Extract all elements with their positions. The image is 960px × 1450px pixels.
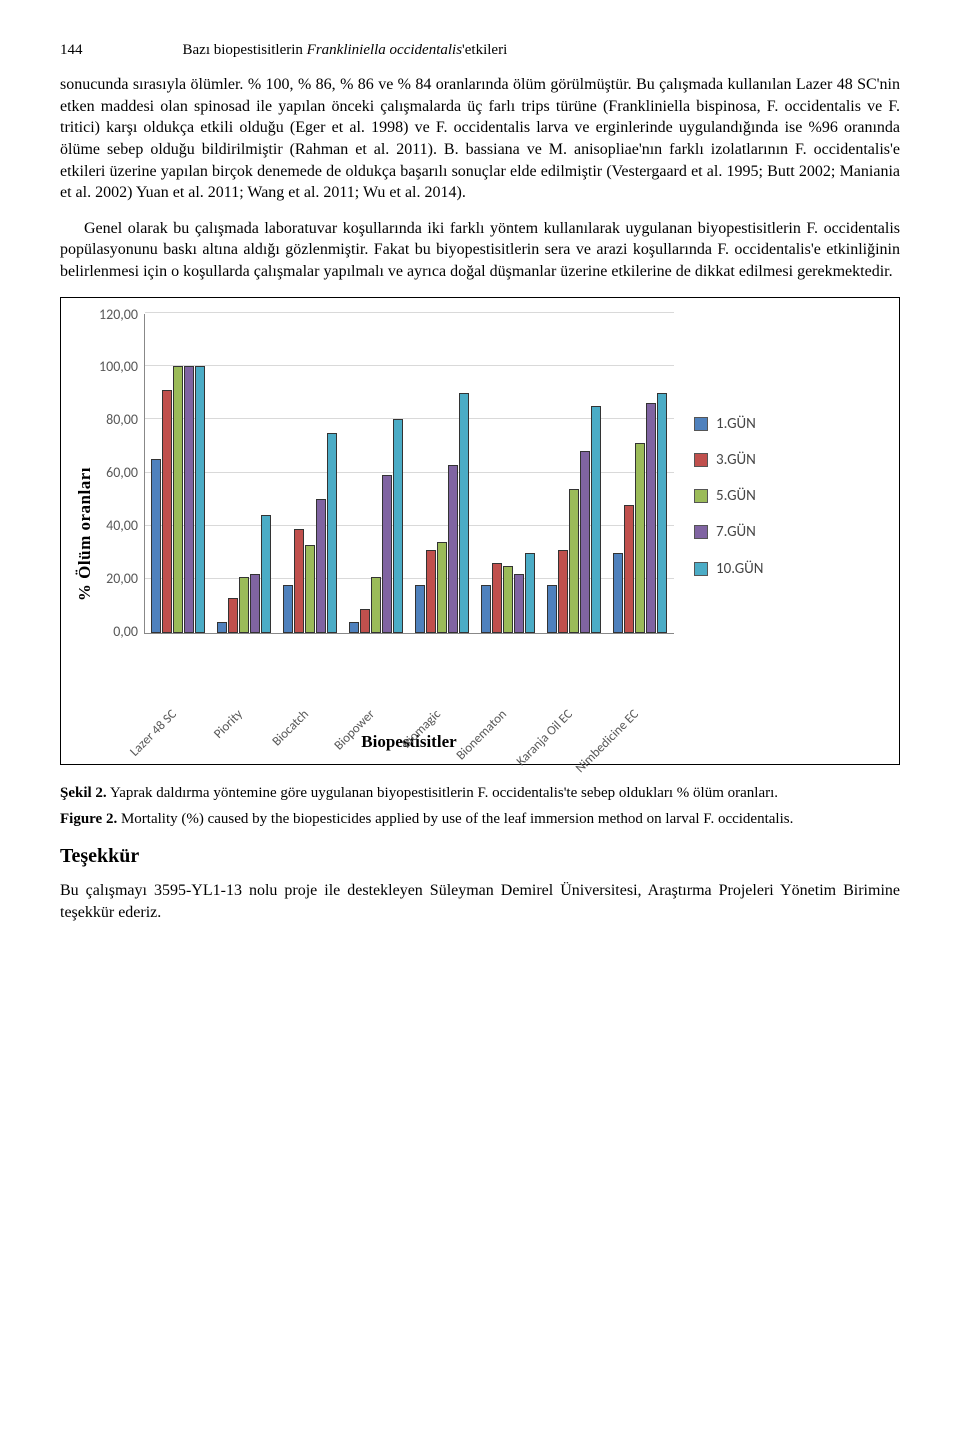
bar <box>415 585 425 633</box>
plot-column: 120,00100,0080,0060,0040,0020,000,00 Laz… <box>99 314 674 754</box>
legend-item: 10.GÜN <box>694 559 763 579</box>
x-tick-labels: Lazer 48 SCPiorityBiocatchBiopowerBiomag… <box>144 634 674 729</box>
y-tick: 0,00 <box>99 623 138 642</box>
running-title-suffix: 'etkileri <box>462 42 507 58</box>
legend-label: 1.GÜN <box>716 414 756 434</box>
legend-label: 5.GÜN <box>716 486 756 506</box>
bar <box>217 622 227 633</box>
caption-sekil: Şekil 2. Yaprak daldırma yöntemine göre … <box>60 783 900 803</box>
ack-heading: Teşekkür <box>60 843 900 870</box>
y-tick: 20,00 <box>99 570 138 589</box>
bar <box>514 574 524 633</box>
bar <box>371 577 381 633</box>
legend-item: 1.GÜN <box>694 414 763 434</box>
bars-layer <box>145 314 674 633</box>
bar-group <box>547 406 601 633</box>
bar <box>525 553 535 633</box>
bar <box>580 451 590 632</box>
bar <box>569 489 579 633</box>
caption-figure: Figure 2. Mortality (%) caused by the bi… <box>60 809 900 829</box>
bar <box>151 459 161 632</box>
bar-group <box>613 393 667 633</box>
bar <box>426 550 436 633</box>
y-axis-label: % Ölüm oranları <box>74 467 97 601</box>
bar-group <box>151 366 205 633</box>
legend-swatch <box>694 525 708 539</box>
bar <box>657 393 667 633</box>
bar <box>294 529 304 633</box>
paragraph-1: sonucunda sırasıyla ölümler. % 100, % 86… <box>60 74 900 204</box>
bar <box>239 577 249 633</box>
y-tick: 80,00 <box>99 411 138 430</box>
bar <box>492 563 502 632</box>
bar-group <box>217 515 271 632</box>
running-title-prefix: Bazı biopestisitlerin <box>183 42 307 58</box>
page-number: 144 <box>60 40 83 60</box>
bar <box>162 390 172 633</box>
running-title: Bazı biopestisitlerin Frankliniella occi… <box>183 40 508 60</box>
y-axis-label-col: % Ölüm oranları <box>71 374 99 694</box>
bar <box>624 505 634 633</box>
bar <box>184 366 194 633</box>
caption-sekil-text: Yaprak daldırma yöntemine göre uygulanan… <box>107 785 778 801</box>
bar <box>547 585 557 633</box>
caption-sekil-label: Şekil 2. <box>60 785 107 801</box>
bar <box>316 499 326 632</box>
bar <box>327 433 337 633</box>
legend-item: 5.GÜN <box>694 486 763 506</box>
legend-label: 10.GÜN <box>716 559 763 579</box>
bar <box>635 443 645 632</box>
plot-area <box>144 314 674 634</box>
bar <box>349 622 359 633</box>
legend-swatch <box>694 453 708 467</box>
running-header: 144 Bazı biopestisitlerin Frankliniella … <box>60 40 900 60</box>
bar <box>228 598 238 633</box>
legend-item: 3.GÜN <box>694 450 763 470</box>
caption-figure-text: Mortality (%) caused by the biopesticide… <box>117 811 793 827</box>
legend-label: 3.GÜN <box>716 450 756 470</box>
bar <box>382 475 392 632</box>
legend-item: 7.GÜN <box>694 522 763 542</box>
bar <box>481 585 491 633</box>
running-title-species: Frankliniella occidentalis <box>307 42 462 58</box>
bar <box>591 406 601 633</box>
y-tick: 120,00 <box>99 306 138 325</box>
bar <box>646 403 656 632</box>
bar-group <box>481 553 535 633</box>
bar <box>558 550 568 633</box>
legend-swatch <box>694 417 708 431</box>
bar <box>360 609 370 633</box>
legend-label: 7.GÜN <box>716 522 756 542</box>
legend-swatch <box>694 562 708 576</box>
bar <box>613 553 623 633</box>
bar <box>283 585 293 633</box>
bar <box>393 419 403 632</box>
chart-inner: % Ölüm oranları 120,00100,0080,0060,0040… <box>71 314 889 754</box>
bar <box>195 366 205 633</box>
bar <box>261 515 271 632</box>
paragraph-2: Genel olarak bu çalışmada laboratuvar ko… <box>60 218 900 283</box>
legend-swatch <box>694 489 708 503</box>
y-tick-labels: 120,00 100,00 80,00 60,00 40,00 20,00 0,00 <box>99 306 144 642</box>
y-tick: 40,00 <box>99 517 138 536</box>
bar <box>173 366 183 633</box>
bar <box>448 465 458 633</box>
bar <box>250 574 260 633</box>
bar-group <box>349 419 403 632</box>
y-tick: 60,00 <box>99 464 138 483</box>
plot-and-xlabels: Lazer 48 SCPiorityBiocatchBiopowerBiomag… <box>144 314 674 754</box>
bar <box>437 542 447 633</box>
bar-group <box>283 433 337 633</box>
gridline <box>145 312 674 313</box>
bar <box>305 545 315 633</box>
y-tick: 100,00 <box>99 358 138 377</box>
plot-wrap: 120,00100,0080,0060,0040,0020,000,00 Laz… <box>99 314 674 754</box>
bar-group <box>415 393 469 633</box>
bar <box>503 566 513 633</box>
chart-frame: % Ölüm oranları 120,00 100,00 80,00 60,00 40… <box>60 297 900 765</box>
ack-text: Bu çalışmayı 3595-YL1-13 nolu proje ile … <box>60 880 900 923</box>
chart-legend: 1.GÜN 3.GÜN 5.GÜN 7.GÜN 10.GÜN <box>694 314 763 595</box>
caption-figure-label: Figure 2. <box>60 811 117 827</box>
bar <box>459 393 469 633</box>
